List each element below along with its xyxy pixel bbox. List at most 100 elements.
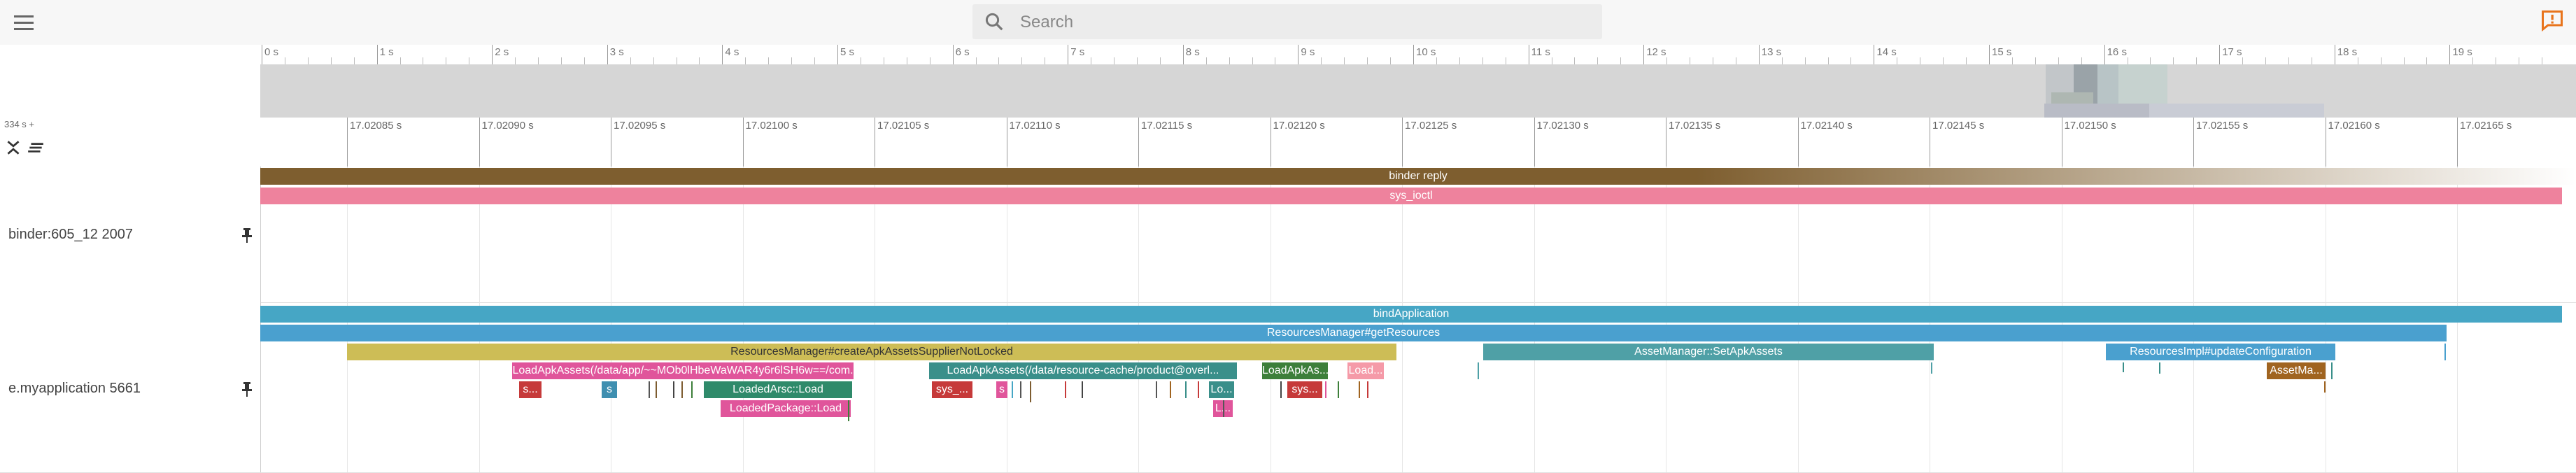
slice-small[interactable]: [2123, 362, 2124, 372]
overview-minor-tick: [1620, 57, 1622, 64]
axis-tick-label: 17.02105 s: [877, 120, 930, 132]
slice-asset-manager[interactable]: AssetMa...: [2267, 362, 2326, 379]
slice-small[interactable]: [1931, 362, 1932, 374]
overview-minor-tick: [699, 57, 700, 64]
overview-activity: [2149, 104, 2324, 118]
search-box[interactable]: [972, 4, 1602, 41]
slice-small[interactable]: [2444, 344, 2446, 360]
overview-minor-tick: [2242, 57, 2244, 64]
slice-small[interactable]: [1020, 381, 1021, 398]
axis-tick-label: 17.02160 s: [2328, 120, 2380, 132]
slice-small[interactable]: [1170, 381, 1171, 398]
overview-timeline[interactable]: 0 s 1 s 2 s 3 s 4 s 5 s 6 s 7 s 8 s 9 s 10 s 11 s 12…: [260, 45, 2576, 118]
slice-lo[interactable]: Lo...: [1209, 381, 1234, 398]
track-header-app[interactable]: e.myapplication 5661: [0, 302, 261, 473]
grid-line: [1797, 167, 1799, 302]
overview-minor-tick: [1136, 57, 1138, 64]
overview-minor-tick: [1804, 57, 1806, 64]
pin-icon[interactable]: [241, 381, 253, 397]
slice-sys[interactable]: sys...: [1287, 381, 1322, 398]
slice-binder-reply[interactable]: binder reply: [260, 168, 2576, 185]
time-axis[interactable]: 17.02085 s 17.02090 s 17.02095 s 17.02100 s…: [260, 118, 2576, 167]
overview-band[interactable]: [260, 64, 2576, 118]
axis-tick-label: 17.02130 s: [1536, 120, 1589, 132]
slice-load[interactable]: Load...: [1347, 362, 1384, 379]
grid-line: [2457, 302, 2458, 472]
axis-tick: [2193, 118, 2194, 167]
overview-minor-tick: [2380, 57, 2382, 64]
slice-create-apk-assets[interactable]: ResourcesManager#createApkAssetsSupplier…: [347, 344, 1396, 360]
expand-all-icon[interactable]: [4, 139, 22, 157]
overview-minor-tick: [560, 57, 562, 64]
overview-minor-tick: [2472, 57, 2474, 64]
slice-small[interactable]: [1030, 381, 1031, 402]
slice-loaded-arsc[interactable]: LoadedArsc::Load: [704, 381, 852, 398]
overview-minor-tick: [1574, 57, 1576, 64]
collapse-all-icon[interactable]: [25, 139, 46, 157]
overview-tick-label: 2 s: [495, 46, 509, 58]
slice-s[interactable]: s...: [519, 381, 542, 398]
slice-load-apk-assets[interactable]: LoadApkAs...: [1262, 362, 1328, 379]
axis-tick-label: 17.02110 s: [1009, 120, 1061, 132]
slice-bind-application[interactable]: bindApplication: [260, 306, 2562, 323]
overview-tick: [722, 45, 723, 64]
overview-tick-label: 12 s: [1646, 46, 1666, 58]
slice-small[interactable]: [1367, 381, 1368, 398]
slice-small[interactable]: [1012, 381, 1013, 398]
axis-tick: [1534, 118, 1535, 167]
track-binder[interactable]: binder reply sys_ioctl: [260, 167, 2576, 303]
slice-update-configuration[interactable]: ResourcesImpl#updateConfiguration: [2106, 344, 2335, 360]
axis-tick-label: 17.02100 s: [745, 120, 798, 132]
slice-s[interactable]: s: [602, 381, 617, 398]
slice-set-apk-assets[interactable]: AssetManager::SetApkAssets: [1483, 344, 1934, 360]
slice-small[interactable]: [2159, 362, 2160, 374]
track-header-binder[interactable]: binder:605_12 2007: [0, 167, 261, 303]
slice-small[interactable]: [1156, 381, 1157, 398]
slice-small[interactable]: [2331, 362, 2333, 379]
overview-minor-tick: [1850, 57, 1852, 64]
slice-small[interactable]: [691, 381, 693, 398]
slice-small[interactable]: [1325, 381, 1326, 398]
overview-minor-tick: [2150, 57, 2151, 64]
overview-minor-tick: [1252, 57, 1253, 64]
slice-small[interactable]: [1478, 362, 1479, 379]
menu-icon[interactable]: [10, 13, 38, 34]
track-app[interactable]: bindApplication ResourcesManager#getReso…: [260, 302, 2576, 473]
overview-tick: [492, 45, 493, 64]
slice-s[interactable]: s: [996, 381, 1007, 398]
slice-small[interactable]: [673, 381, 674, 398]
slice-small[interactable]: [1338, 381, 1339, 398]
axis-tick-label: 17.02145 s: [1932, 120, 1985, 132]
overview-tick: [952, 45, 954, 64]
search-input[interactable]: [1019, 4, 1581, 41]
slice-sys-ioctl[interactable]: sys_ioctl: [260, 188, 2562, 204]
slice-small[interactable]: [649, 381, 650, 398]
track-name: e.myapplication 5661: [8, 381, 141, 396]
slice-small[interactable]: [1359, 381, 1360, 398]
slice-small[interactable]: [1198, 381, 1199, 398]
slice-small[interactable]: [1223, 400, 1224, 417]
slice-small[interactable]: [681, 381, 683, 398]
slice-load-apk-assets[interactable]: LoadApkAssets(/data/app/~~MOb0lHbeWaWAR4…: [512, 362, 854, 379]
overview-minor-tick: [768, 57, 770, 64]
grid-line: [347, 167, 348, 302]
pin-icon[interactable]: [241, 227, 253, 243]
slice-small[interactable]: [848, 400, 849, 421]
overview-minor-tick: [814, 57, 816, 64]
slice-small[interactable]: [1065, 381, 1066, 398]
slice-small[interactable]: [2324, 381, 2326, 393]
slice-small[interactable]: [1280, 381, 1282, 398]
slice-small[interactable]: [1185, 381, 1187, 398]
slice-small[interactable]: [1082, 381, 1083, 398]
overview-tick-label: 14 s: [1876, 46, 1897, 58]
slice-sys[interactable]: sys_...: [932, 381, 972, 398]
feedback-icon[interactable]: [2540, 8, 2565, 34]
overview-activity: [2051, 92, 2093, 104]
slice-get-resources[interactable]: ResourcesManager#getResources: [260, 325, 2447, 341]
overview-minor-tick: [1159, 57, 1161, 64]
slice-load-apk-assets[interactable]: LoadApkAssets(/data/resource-cache/produ…: [929, 362, 1237, 379]
grid-line: [479, 167, 480, 302]
axis-tick-label: 17.02085 s: [350, 120, 402, 132]
slice-small[interactable]: [656, 381, 657, 398]
slice-loaded-package[interactable]: LoadedPackage::Load: [721, 400, 851, 417]
